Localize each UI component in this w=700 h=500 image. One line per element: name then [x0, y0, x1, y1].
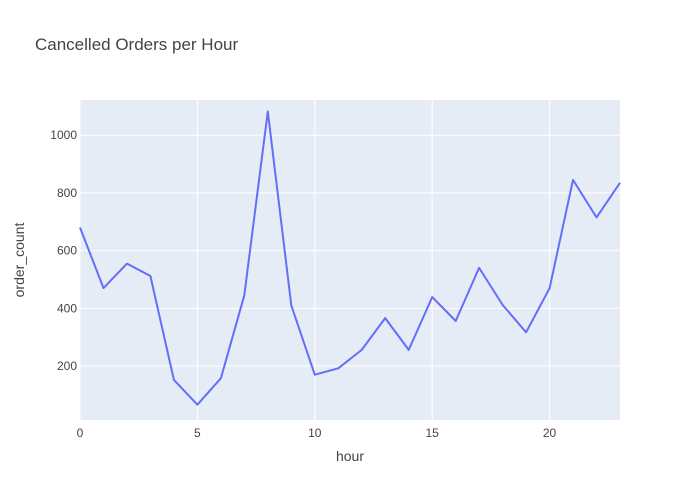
y-axis-title: order_count	[11, 223, 27, 298]
plot-background	[80, 100, 620, 420]
chart-title: Cancelled Orders per Hour	[35, 35, 238, 54]
series-line	[79, 110, 621, 406]
x-axis-title: hour	[336, 448, 364, 464]
y-tick-label: 600	[57, 244, 77, 258]
y-tick-label: 200	[57, 359, 77, 373]
x-tick-label: 0	[77, 426, 84, 440]
y-tick-label: 800	[57, 186, 77, 200]
x-tick-label: 15	[425, 426, 439, 440]
x-tick-label: 20	[543, 426, 557, 440]
y-tick-label: 400	[57, 301, 77, 315]
y-tick-label: 1000	[50, 128, 77, 142]
x-tick-label: 5	[194, 426, 201, 440]
x-tick-label: 10	[308, 426, 322, 440]
plot-area: 0 5 10 15 20 200 400 600 800 1000	[50, 100, 621, 440]
